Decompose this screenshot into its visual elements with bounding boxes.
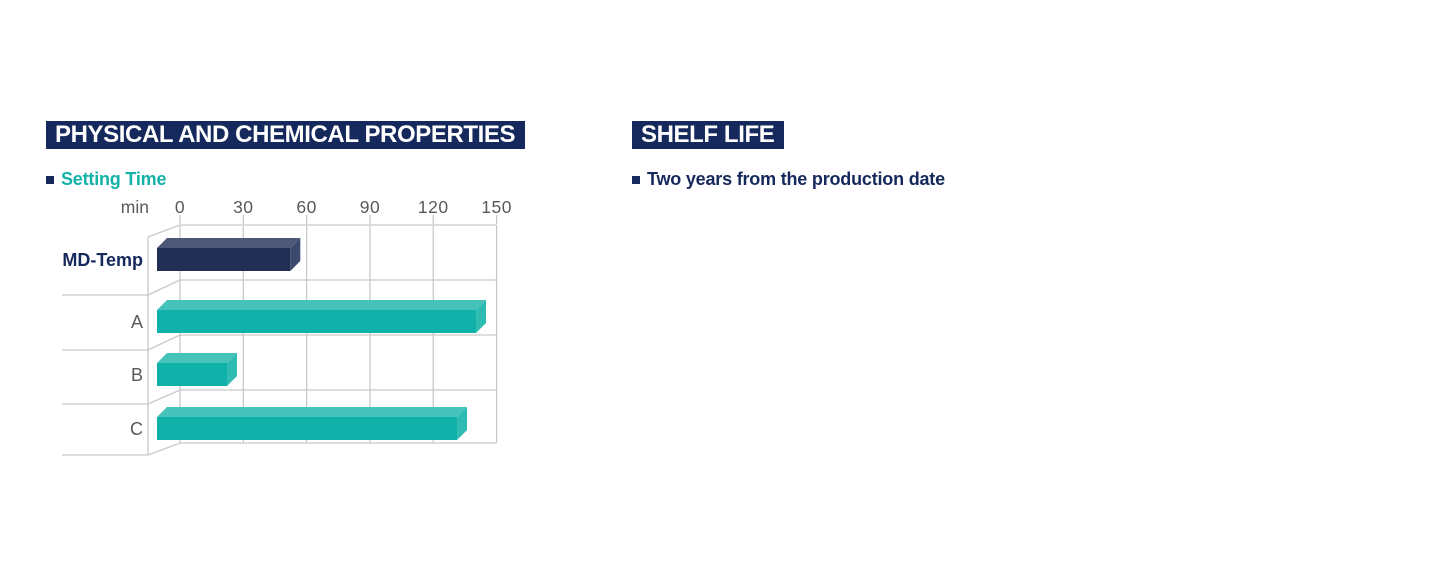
category-label-md-temp: MD-Temp (62, 250, 143, 270)
shelf-life-text: Two years from the production date (647, 169, 945, 189)
depth-diagonal-4 (147, 442, 181, 456)
axis-tick-label-30: 30 (233, 197, 253, 217)
axis-tick-label-150: 150 (481, 197, 512, 217)
bar-md-temp-top-face (157, 238, 301, 248)
axis-tick-label-120: 120 (418, 197, 449, 217)
axis-tick-label-90: 90 (360, 197, 380, 217)
bar-md-temp-side-face (290, 238, 301, 271)
axis-unit-label: min (121, 197, 149, 217)
axis-tick-label-0: 0 (175, 197, 185, 217)
setting-time-label: Setting Time (61, 169, 167, 189)
bar-b-top-face (157, 353, 237, 363)
bar-md-temp-front-face (157, 248, 291, 271)
bar-b-front-face (157, 363, 227, 386)
depth-diagonal-0 (147, 224, 181, 238)
bar-a-front-face (157, 310, 477, 333)
category-label-c: C (130, 419, 143, 439)
category-label-b: B (131, 365, 143, 385)
section-title-shelf-life: SHELF LIFE (632, 121, 785, 149)
section-shelf-life: SHELF LIFE Two years from the production… (632, 121, 945, 190)
bar-c-front-face (157, 417, 458, 440)
square-bullet-icon (46, 175, 54, 184)
depth-diagonal-2 (147, 334, 181, 351)
section-physical-chemical-properties: PHYSICAL AND CHEMICAL PROPERTIES Setting… (46, 121, 526, 190)
depth-diagonal-1 (147, 279, 181, 296)
setting-time-bullet-line: Setting Time (46, 169, 525, 190)
bar-c-top-face (157, 407, 468, 417)
category-label-a: A (131, 312, 143, 332)
depth-diagonal-3 (147, 389, 181, 405)
bar-b-side-face (226, 353, 237, 386)
shelf-life-bullet-line: Two years from the production date (632, 169, 945, 190)
section-title-physical-chemical-properties: PHYSICAL AND CHEMICAL PROPERTIES (46, 121, 526, 149)
bar-c-side-face (457, 407, 468, 440)
axis-tick-label-60: 60 (296, 197, 316, 217)
square-bullet-icon (632, 175, 640, 184)
bar-a-side-face (476, 300, 487, 333)
bar-a-top-face (157, 300, 487, 310)
